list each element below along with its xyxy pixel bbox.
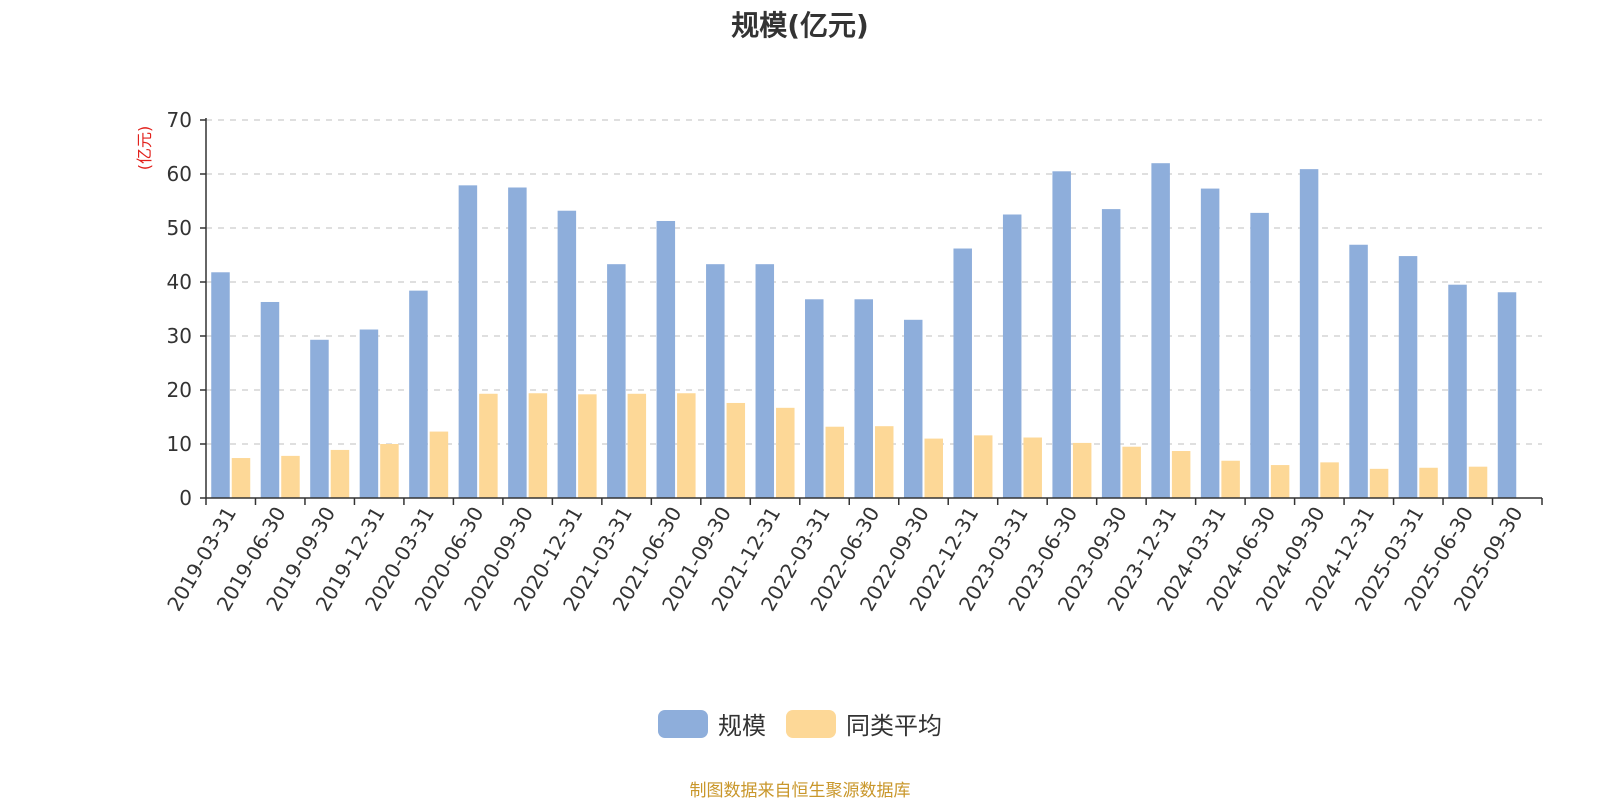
- legend-item-scale[interactable]: 规模: [658, 706, 766, 741]
- bar-peer-average: [578, 394, 597, 498]
- bar-peer-average: [380, 444, 399, 498]
- y-tick-label: 70: [167, 108, 192, 132]
- bar-scale: [1448, 285, 1467, 498]
- bar-peer-average: [1469, 467, 1488, 498]
- bar-peer-average: [1023, 438, 1042, 498]
- bar-peer-average: [826, 427, 845, 498]
- bar-peer-average: [1271, 465, 1290, 498]
- bar-peer-average: [776, 408, 795, 498]
- bar-peer-average: [628, 394, 647, 498]
- legend-swatch-peer-average: [786, 710, 836, 738]
- bar-peer-average: [430, 432, 449, 498]
- source-note: 制图数据来自恒生聚源数据库: [0, 776, 1600, 801]
- y-tick-label: 40: [167, 270, 192, 294]
- bar-peer-average: [727, 403, 746, 498]
- bar-scale: [607, 264, 626, 498]
- bar-scale: [1250, 213, 1269, 498]
- bar-peer-average: [1122, 447, 1141, 498]
- y-tick-label: 60: [167, 162, 192, 186]
- bar-scale: [508, 188, 527, 499]
- bar-scale: [953, 249, 972, 498]
- bar-scale: [360, 330, 379, 498]
- bar-scale: [310, 340, 329, 498]
- bar-scale: [1498, 292, 1517, 498]
- bar-scale: [657, 221, 676, 498]
- legend: 规模 同类平均: [0, 706, 1600, 741]
- bar-peer-average: [1320, 462, 1339, 498]
- bar-peer-average: [1073, 443, 1092, 498]
- bar-peer-average: [924, 439, 943, 498]
- bar-scale: [459, 185, 478, 498]
- y-tick-label: 20: [167, 378, 192, 402]
- legend-label-scale: 规模: [718, 706, 766, 741]
- bar-scale: [1399, 256, 1418, 498]
- legend-swatch-scale: [658, 710, 708, 738]
- y-tick-label: 50: [167, 216, 192, 240]
- bar-scale: [756, 264, 775, 498]
- bar-scale: [805, 299, 824, 498]
- bar-scale: [558, 211, 577, 498]
- bar-peer-average: [232, 458, 251, 498]
- bar-peer-average: [677, 393, 696, 498]
- bar-peer-average: [1221, 461, 1240, 498]
- bar-peer-average: [331, 450, 350, 498]
- bar-scale: [1102, 209, 1121, 498]
- bar-scale: [855, 299, 874, 498]
- bar-scale: [706, 264, 725, 498]
- legend-label-peer-average: 同类平均: [846, 706, 942, 741]
- bar-peer-average: [281, 456, 300, 498]
- bar-peer-average: [974, 435, 993, 498]
- y-tick-label: 30: [167, 324, 192, 348]
- bar-peer-average: [875, 426, 894, 498]
- y-tick-label: 0: [179, 486, 192, 510]
- bar-scale: [1201, 189, 1220, 498]
- y-axis-unit-label: (亿元): [135, 126, 154, 171]
- bar-peer-average: [1370, 469, 1389, 498]
- bar-peer-average: [1172, 451, 1191, 498]
- bar-scale: [1300, 169, 1319, 498]
- bar-peer-average: [479, 394, 498, 498]
- bar-scale: [211, 272, 230, 498]
- bar-chart: 010203040506070(亿元)2019-03-312019-06-302…: [0, 0, 1600, 800]
- bar-scale: [904, 320, 923, 498]
- bar-peer-average: [1419, 468, 1438, 498]
- bar-scale: [1151, 163, 1170, 498]
- bar-scale: [409, 291, 428, 498]
- bar-scale: [261, 302, 280, 498]
- legend-item-peer-average[interactable]: 同类平均: [786, 706, 942, 741]
- bar-scale: [1052, 171, 1071, 498]
- y-tick-label: 10: [167, 432, 192, 456]
- bar-scale: [1349, 245, 1368, 498]
- bar-peer-average: [529, 393, 548, 498]
- bar-scale: [1003, 215, 1022, 499]
